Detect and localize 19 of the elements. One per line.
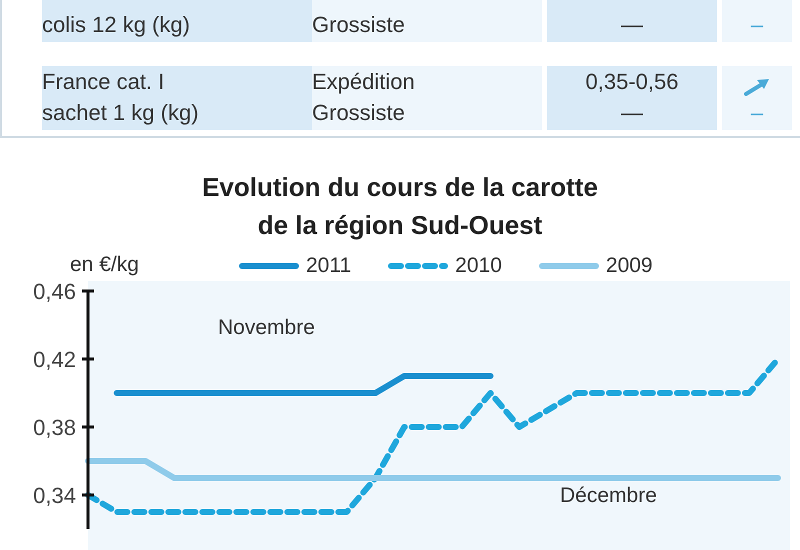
text: colis 12 kg (kg) [42, 12, 190, 37]
annotation: Décembre [560, 484, 657, 508]
y-tick-label: 0,42 [33, 347, 76, 372]
text: Expédition Grossiste [312, 66, 542, 128]
text: France cat. I sachet 1 kg (kg) [42, 69, 199, 125]
chart-title: Evolution du cours de la carotte de la région Sud-Ouest [201, 171, 599, 242]
legend-label: 2011 [306, 254, 352, 278]
y-tick-label: 0,38 [33, 415, 76, 440]
text: – [750, 11, 764, 39]
text: Grossiste [312, 11, 406, 39]
y-tick-label: 0,34 [33, 483, 76, 508]
y-tick-label: 0,46 [33, 279, 76, 304]
annotation: Novembre [218, 316, 315, 340]
text: – [750, 99, 764, 127]
text: — [620, 11, 644, 39]
y-axis-title: en €/kg [70, 253, 139, 277]
text: 0,35-0,56 — [547, 66, 717, 128]
legend-label: 2009 [606, 254, 653, 278]
legend-label: 2010 [455, 254, 502, 278]
